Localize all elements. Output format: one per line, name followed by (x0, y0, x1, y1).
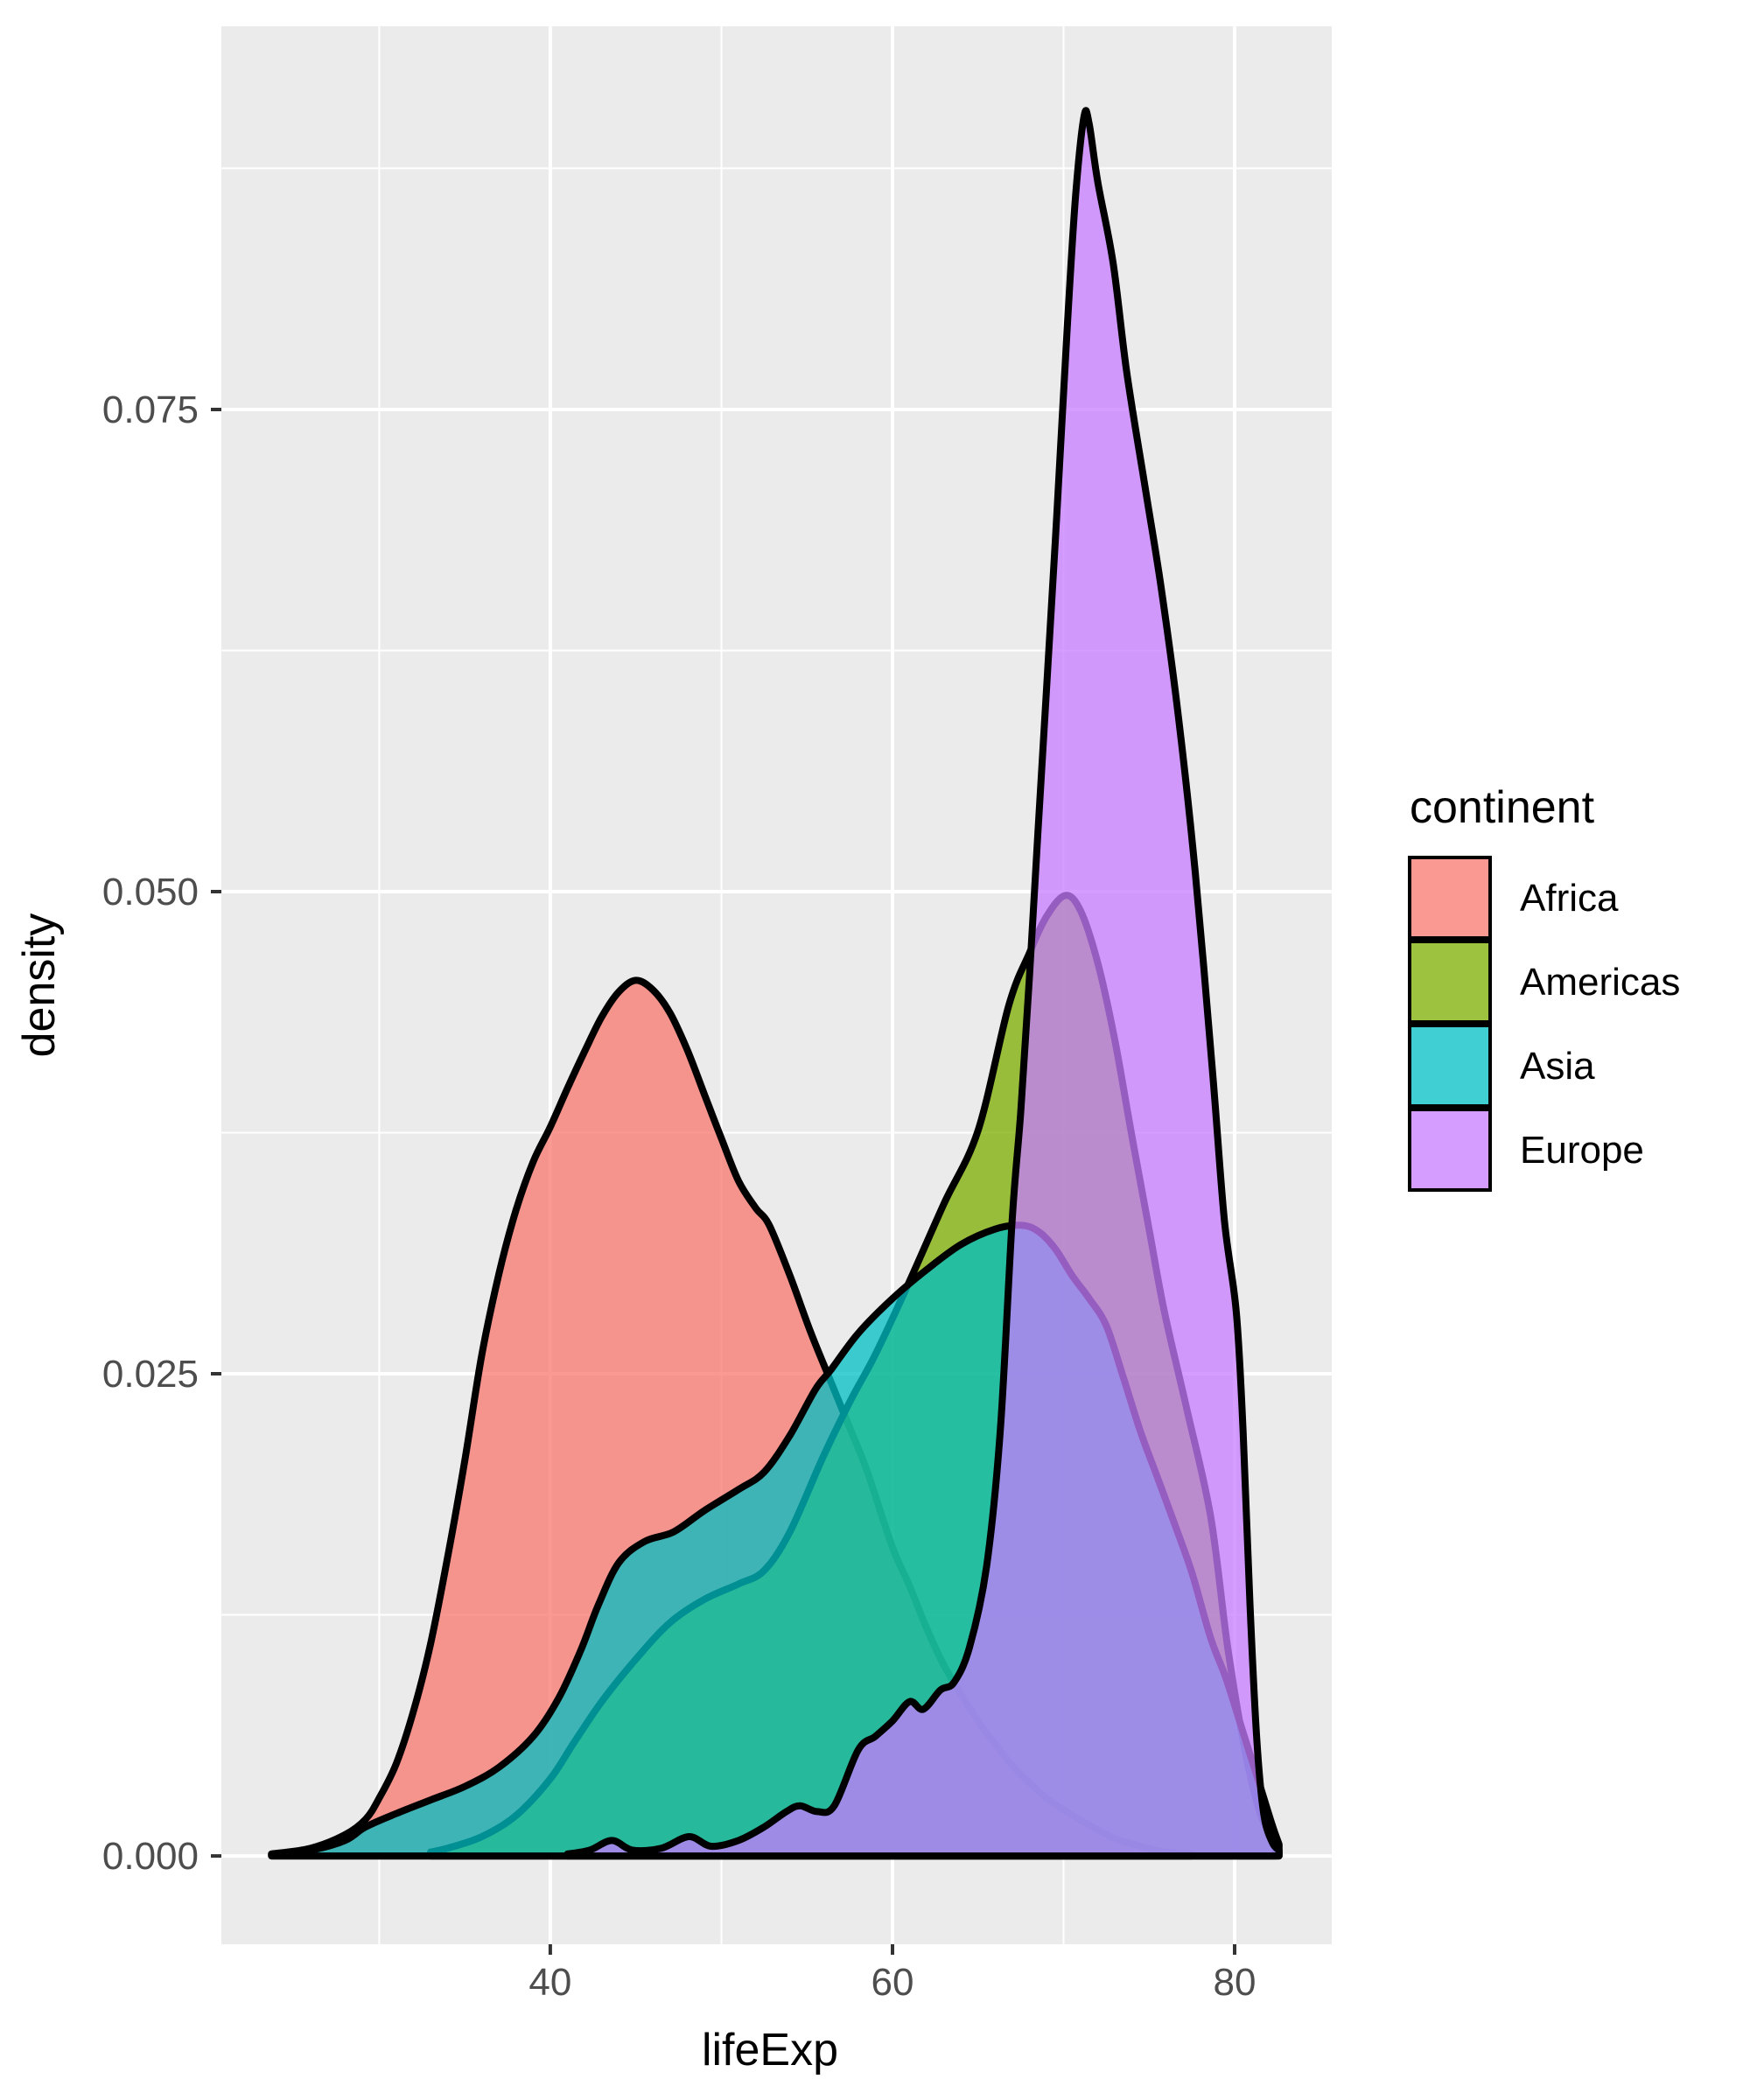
x-axis-title: lifeExp (702, 2025, 838, 2076)
legend-key-africa (1408, 856, 1492, 940)
axes: 40 60 80 0.000 0.025 0.050 0.075 (102, 388, 1256, 2004)
legend-key-europe (1408, 1108, 1492, 1192)
y-tick-label: 0.000 (102, 1835, 199, 1878)
legend-key-asia (1408, 1024, 1492, 1108)
y-axis-title: density (14, 914, 65, 1058)
y-tick-label: 0.075 (102, 388, 199, 431)
legend-label-africa: Africa (1520, 877, 1619, 920)
x-tick-label: 40 (528, 1961, 571, 2004)
legend-label-asia: Asia (1520, 1045, 1595, 1088)
density-area-europe (564, 107, 1283, 1860)
legend-key-americas (1408, 940, 1492, 1024)
density-curves (268, 107, 1283, 1860)
x-tick-label: 80 (1214, 1961, 1256, 2004)
legend-title: continent (1410, 782, 1595, 833)
legend: continent Africa Americas Asia Europe (1408, 782, 1680, 1192)
legend-label-americas: Americas (1520, 961, 1680, 1004)
y-tick-label: 0.050 (102, 871, 199, 914)
legend-label-europe: Europe (1520, 1129, 1644, 1172)
y-tick-label: 0.025 (102, 1353, 199, 1396)
x-tick-label: 60 (872, 1961, 914, 2004)
